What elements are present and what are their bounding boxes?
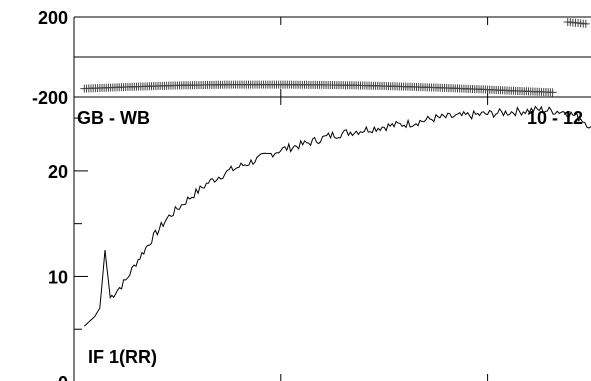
baseline-label: GB - WB	[77, 108, 150, 128]
line-series	[83, 105, 591, 327]
y-tick-label: -200	[32, 88, 68, 108]
scatter-series	[563, 18, 590, 28]
y-tick-label: 0	[58, 373, 68, 381]
scatter-point	[548, 88, 557, 97]
range-label: 10 - 12	[527, 108, 583, 128]
if-label: IF 1(RR)	[88, 347, 157, 367]
y-tick-label: 10	[48, 267, 68, 287]
y-tick-label: 200	[38, 8, 68, 28]
scatter-point	[581, 19, 590, 28]
amplitude-panel: 20 10 0	[48, 96, 591, 381]
phase-panel: 200 -200	[32, 8, 591, 108]
scatter-series	[80, 80, 557, 97]
y-tick-label: 20	[48, 162, 68, 182]
